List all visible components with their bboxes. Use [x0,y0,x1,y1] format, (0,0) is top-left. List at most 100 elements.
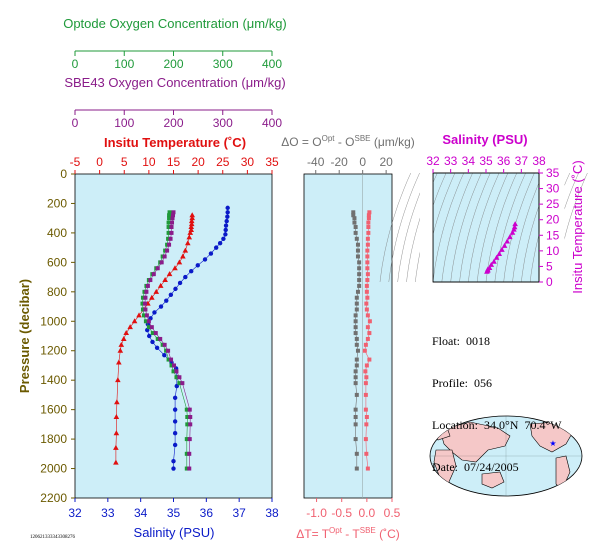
optode-point [184,466,189,471]
temperature-point [180,253,186,259]
temperature-tick-label: -5 [70,155,81,169]
salinity-point [147,333,152,339]
delta-o-point [357,260,362,265]
ts-temperature-title: Insitu Temperature (˚C) [570,160,585,293]
salinity-point [168,292,174,297]
salinity-point [225,210,230,215]
optode-point [174,375,179,380]
temperature-point [131,318,138,324]
delta-t-point [364,415,369,419]
delta-t-point [365,325,370,330]
delta-o-point [354,295,359,300]
sbe-point [158,336,163,341]
delta-o-point [354,357,359,362]
sbe-point [166,348,171,353]
delta-o-tick-label: 20 [379,155,393,169]
ts-point [507,234,513,240]
temperature-tick-label: 10 [142,155,156,169]
optode-axis-title: Optode Oxygen Concentration (μm/kg) [63,16,287,31]
optode-tick-label: 200 [163,57,183,71]
sbe-point [187,466,192,471]
sbe-point [143,295,148,300]
difference-plot-area [303,173,393,499]
delta-t-point [366,216,371,221]
temperature-tick-label: 20 [191,155,205,169]
temperature-point [188,218,195,224]
optode-point [140,307,145,312]
optode-point [167,213,172,218]
sbe-point [151,272,156,277]
delta-t-point [367,319,372,324]
delta-o-point [354,466,359,471]
temperature-point [115,377,121,383]
delta-o-point [353,319,358,324]
optode-tick-label: 300 [213,57,233,71]
ts-salinity-tick-label: 38 [532,154,546,168]
delta-o-point [357,266,362,271]
sbe-point [145,283,150,288]
sbe-point [170,216,175,221]
salinity-point [223,227,228,233]
axes-group: 0200400600800100012001400160018002000220… [40,50,588,520]
ts-mask-top [420,150,565,173]
delta-t-point [365,336,370,341]
optode-point [184,437,189,442]
temperature-tick-label: 15 [167,155,181,169]
salinity-point [202,257,208,262]
delta-o-point [353,375,358,380]
temperature-point [149,294,155,300]
ts-point [512,221,518,227]
delta-o-point [353,415,358,419]
delta-t-point [364,283,369,288]
salinity-point [224,218,229,224]
delta-t-point [363,392,368,397]
temperature-point [182,247,189,253]
delta-t-point [364,289,369,294]
ts-salinity-tick-label: 36 [497,154,511,168]
optode-point [141,313,146,318]
salinity-point [223,232,228,237]
float-info-block: Float: 0018 Profile: 056 Location: 34.0°… [432,306,562,488]
ts-isoline [494,172,526,283]
ts-point [496,250,503,256]
delta-t-point [367,357,372,362]
salinity-point [221,236,226,241]
temperature-point [186,234,193,240]
delta-o-point [352,220,357,225]
delta-o-point [355,289,360,294]
profile-row: Profile: 056 [432,376,562,390]
delta-t-point [365,272,370,277]
temperature-point [176,259,183,265]
ts-mask-left [420,150,433,290]
salinity-point [172,442,178,448]
optode-point [166,230,171,235]
delta-t-point [365,278,370,283]
pressure-tick-label: 1000 [40,314,67,328]
delta-o-tick-label: 0 [359,155,366,169]
optode-point [146,325,151,330]
delta-t-tick-label: -1.0 [306,506,327,520]
delta-o-point [353,313,358,318]
map-asia [439,421,511,463]
salinity-point [177,280,183,286]
sbe-point [187,451,192,456]
sbe-point [177,375,182,380]
sbe-point [143,307,148,312]
location-value: 34.0°N 70.4°W [483,418,562,432]
delta-t-point [364,307,369,312]
sbe-point [162,342,167,347]
date-label: Date: [432,460,458,474]
ts-point [501,242,508,248]
delta-t-point [365,236,370,241]
ts-point [509,229,516,235]
temperature-point [113,414,120,419]
ts-temperature-tick-label: 5 [546,259,553,273]
temperature-point [184,240,191,246]
ts-isoline [485,172,517,283]
optode-point [143,319,148,324]
delta-t-point [365,260,370,265]
optode-point [166,236,171,241]
pressure-tick-label: 800 [47,285,67,299]
pressure-tick-label: 1200 [40,344,67,358]
delta-t-point [365,254,370,259]
